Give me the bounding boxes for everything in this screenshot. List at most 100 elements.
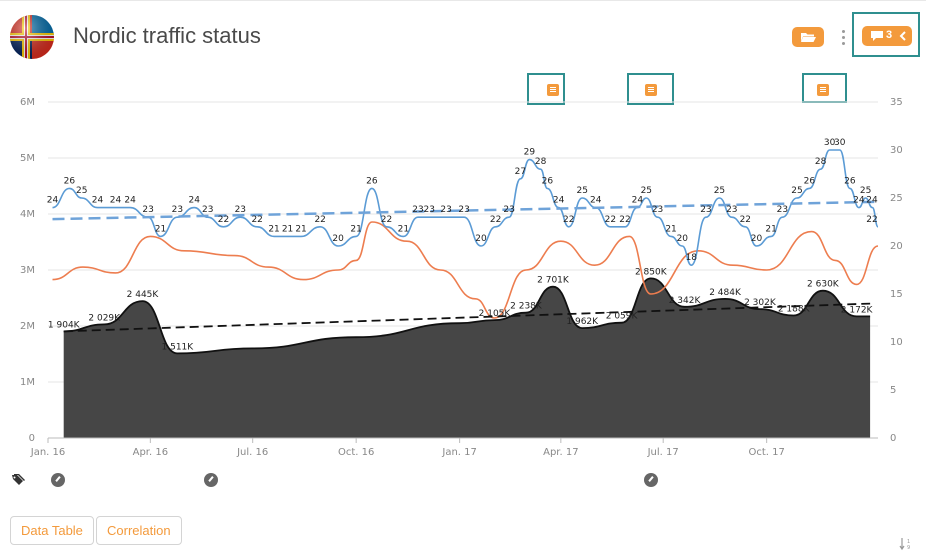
y-right-tick-label: 30 bbox=[890, 145, 903, 156]
blue-data-label: 29 bbox=[524, 148, 536, 158]
blue-data-label: 23 bbox=[652, 205, 663, 215]
x-tick-label: Apr. 17 bbox=[543, 447, 578, 458]
tag-icon[interactable] bbox=[11, 474, 25, 486]
gauge-icon[interactable] bbox=[51, 473, 66, 487]
folder-button[interactable] bbox=[792, 27, 824, 47]
more-menu-button[interactable] bbox=[838, 28, 848, 48]
blue-data-label: 22 bbox=[314, 215, 325, 225]
blue-data-label: 22 bbox=[490, 215, 501, 225]
blue-data-label: 24 bbox=[92, 196, 104, 206]
page-title: Nordic traffic status bbox=[73, 23, 261, 48]
blue-data-label: 23 bbox=[235, 205, 246, 215]
svg-text:9: 9 bbox=[907, 545, 910, 551]
x-tick-label: Apr. 16 bbox=[133, 447, 168, 458]
blue-data-label: 23 bbox=[458, 205, 469, 215]
area-data-label: 2 105K bbox=[479, 309, 512, 319]
area-data-label: 1 904K bbox=[48, 320, 81, 330]
area-data-label: 2 059K bbox=[606, 312, 639, 322]
blue-data-label: 24 bbox=[188, 196, 200, 206]
y-left-tick-label: 2M bbox=[20, 321, 35, 332]
blue-data-label: 18 bbox=[686, 253, 698, 263]
area-trend-line bbox=[63, 302, 871, 333]
blue-data-label: 21 bbox=[282, 224, 293, 234]
blue-data-label: 26 bbox=[366, 176, 378, 186]
area-data-label: 2 172K bbox=[841, 305, 874, 315]
area-data-label: 2 630K bbox=[807, 280, 840, 290]
blue-data-label: 24 bbox=[590, 196, 602, 206]
blue-data-label: 21 bbox=[268, 224, 279, 234]
blue-data-label: 24 bbox=[853, 196, 865, 206]
blue-data-label: 20 bbox=[332, 234, 344, 244]
blue-trend-line bbox=[52, 200, 879, 221]
y-left-tick-label: 6M bbox=[20, 97, 35, 108]
blue-data-label: 22 bbox=[619, 215, 630, 225]
data-table-button[interactable]: Data Table bbox=[10, 516, 94, 545]
area-fill bbox=[63, 278, 871, 438]
blue-data-label: 26 bbox=[64, 176, 76, 186]
blue-data-label: 25 bbox=[860, 186, 871, 196]
annotation-highlight-2 bbox=[627, 73, 674, 105]
blue-data-label: 20 bbox=[475, 234, 487, 244]
area-data-label: 2 188K bbox=[778, 304, 811, 314]
area-data-label: 2 238K bbox=[510, 302, 543, 312]
blue-data-label: 23 bbox=[777, 205, 788, 215]
blue-data-label: 21 bbox=[765, 224, 776, 234]
area-data-label: 2 029K bbox=[88, 313, 121, 323]
blue-data-label: 25 bbox=[76, 186, 87, 196]
sort-icon[interactable]: 1 9 bbox=[899, 537, 913, 554]
comment-marker-icon[interactable] bbox=[546, 84, 559, 96]
blue-data-label: 24 bbox=[866, 196, 878, 206]
blue-data-label: 22 bbox=[218, 215, 229, 225]
comment-marker-icon[interactable] bbox=[816, 84, 829, 96]
area-data-label: 2 484K bbox=[709, 288, 742, 298]
svg-text:1: 1 bbox=[907, 539, 910, 545]
y-right-tick-label: 10 bbox=[890, 337, 903, 348]
vertical-dots-icon bbox=[838, 30, 848, 45]
blue-data-label: 30 bbox=[824, 138, 836, 148]
blue-data-label: 22 bbox=[563, 215, 574, 225]
blue-data-label: 28 bbox=[815, 157, 827, 167]
blue-data-label: 23 bbox=[700, 205, 711, 215]
area-data-label: 1 962K bbox=[566, 317, 599, 327]
blue-data-label: 24 bbox=[110, 196, 122, 206]
y-right-tick-label: 5 bbox=[890, 385, 896, 396]
gauge-icon[interactable] bbox=[204, 473, 219, 487]
blue-series-line bbox=[52, 149, 879, 267]
blue-data-label: 21 bbox=[295, 224, 306, 234]
y-right-tick-label: 20 bbox=[890, 241, 903, 252]
y-left-tick-label: 4M bbox=[20, 209, 35, 220]
gauge-icon[interactable] bbox=[643, 473, 658, 487]
area-outline bbox=[63, 277, 871, 355]
blue-data-label: 23 bbox=[440, 205, 451, 215]
comments-button[interactable]: 3 bbox=[862, 26, 912, 46]
area-data-label: 2 445K bbox=[127, 290, 160, 300]
y-left-tick-label: 1M bbox=[20, 377, 35, 388]
y-left-tick-label: 0 bbox=[29, 433, 35, 444]
x-tick-label: Jan. 17 bbox=[441, 447, 477, 458]
blue-data-label: 22 bbox=[740, 215, 751, 225]
folder-open-icon bbox=[801, 33, 816, 42]
y-right-tick-label: 15 bbox=[890, 289, 903, 300]
blue-data-label: 28 bbox=[535, 157, 547, 167]
blue-data-label: 25 bbox=[576, 186, 587, 196]
blue-data-label: 20 bbox=[677, 234, 689, 244]
blue-data-label: 23 bbox=[412, 205, 423, 215]
blue-data-label: 23 bbox=[202, 205, 213, 215]
area-data-label: 2 701K bbox=[537, 276, 570, 286]
blue-data-label: 24 bbox=[632, 196, 644, 206]
y-left-tick-label: 5M bbox=[20, 153, 35, 164]
correlation-button[interactable]: Correlation bbox=[96, 516, 182, 545]
x-tick-label: Jul. 16 bbox=[236, 447, 268, 458]
blue-data-label: 25 bbox=[714, 186, 725, 196]
blue-data-label: 23 bbox=[424, 205, 435, 215]
x-tick-label: Oct. 17 bbox=[748, 447, 784, 458]
area-data-label: 2 302K bbox=[744, 298, 777, 308]
blue-data-label: 24 bbox=[47, 196, 59, 206]
blue-data-label: 25 bbox=[641, 186, 652, 196]
blue-data-label: 21 bbox=[350, 224, 361, 234]
blue-data-label: 24 bbox=[553, 196, 565, 206]
blue-data-label: 22 bbox=[866, 215, 877, 225]
comment-marker-icon[interactable] bbox=[644, 84, 657, 96]
comments-highlight bbox=[852, 12, 920, 57]
